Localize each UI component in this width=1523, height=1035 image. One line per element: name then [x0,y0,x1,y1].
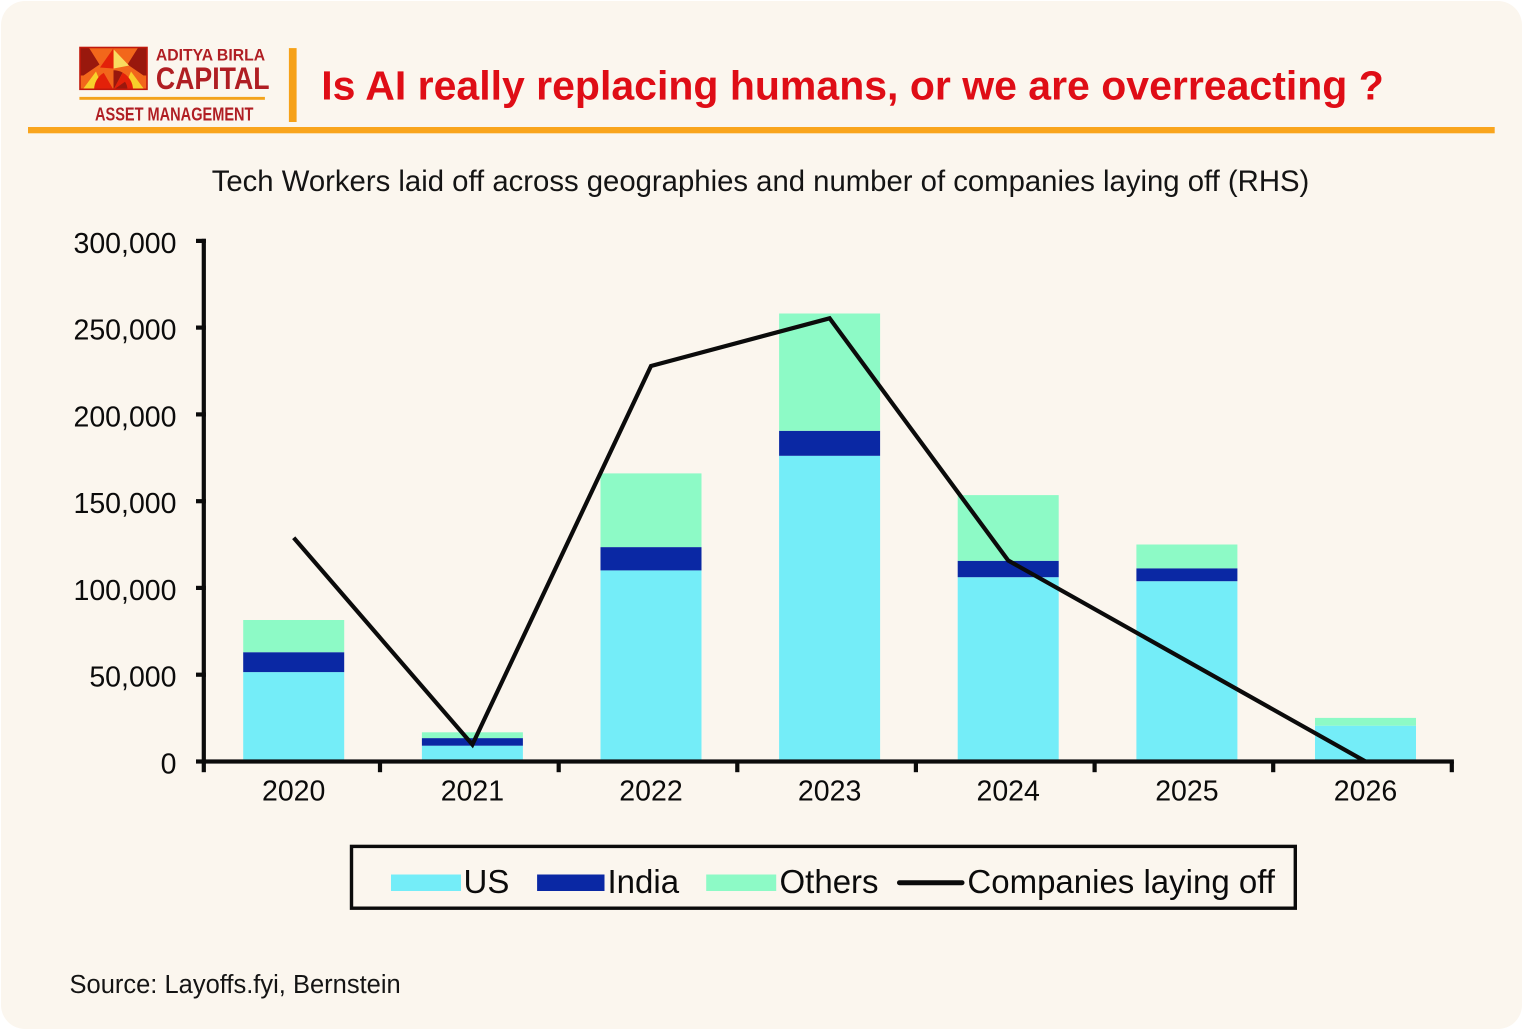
svg-text:200,000: 200,000 [73,401,176,433]
svg-text:2024: 2024 [976,776,1040,808]
svg-text:ADITYA BIRLA: ADITYA BIRLA [156,46,266,64]
svg-text:0: 0 [161,749,177,781]
svg-text:2021: 2021 [441,776,504,808]
svg-text:100,000: 100,000 [73,575,176,607]
svg-text:2025: 2025 [1155,776,1218,808]
svg-text:50,000: 50,000 [89,662,176,694]
svg-text:300,000: 300,000 [73,228,176,260]
svg-text:2026: 2026 [1334,776,1397,808]
svg-text:US: US [464,863,510,900]
svg-text:Tech Workers laid off across g: Tech Workers laid off across geographies… [212,165,1310,198]
svg-text:2023: 2023 [798,776,861,808]
svg-text:Is AI really replacing humans,: Is AI really replacing humans, or we are… [321,62,1384,108]
svg-text:CAPITAL: CAPITAL [156,62,270,96]
svg-text:250,000: 250,000 [73,315,176,347]
svg-text:2022: 2022 [619,776,682,808]
svg-text:ASSET MANAGEMENT: ASSET MANAGEMENT [95,105,253,125]
svg-text:2020: 2020 [262,776,325,808]
svg-text:Others: Others [780,863,879,900]
svg-text:Companies laying off: Companies laying off [967,863,1275,900]
svg-text:India: India [608,863,680,900]
svg-text:150,000: 150,000 [73,488,176,520]
svg-text:Source: Layoffs.fyi, Bernstein: Source: Layoffs.fyi, Bernstein [70,971,401,999]
